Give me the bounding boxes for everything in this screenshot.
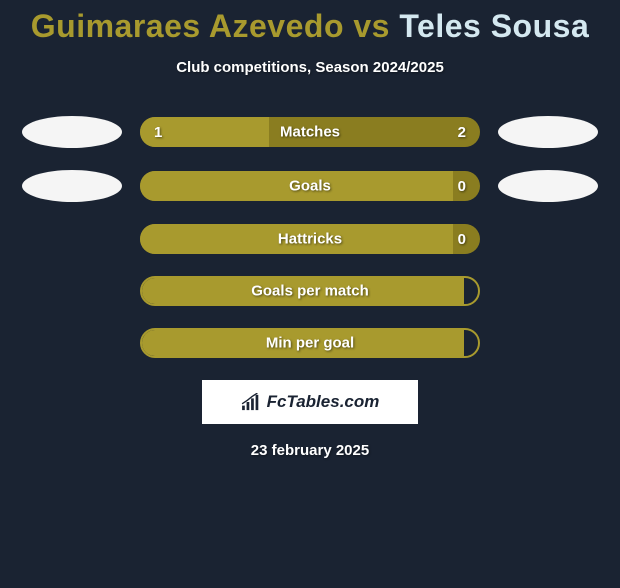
stat-label: Goals xyxy=(289,178,331,195)
player2-name: Teles Sousa xyxy=(399,8,589,44)
stat-row: 0 Hattricks xyxy=(10,224,610,254)
stat-bar: 0 Hattricks xyxy=(140,224,480,254)
stat-label: Matches xyxy=(280,124,340,141)
comparison-title: Guimaraes Azevedo vs Teles Sousa xyxy=(10,8,610,45)
stat-bar: 12Matches xyxy=(140,117,480,147)
stat-bar: 0 Goals xyxy=(140,171,480,201)
stat-left-value: 1 xyxy=(140,117,269,147)
player2-badge xyxy=(498,116,598,148)
stat-right-value xyxy=(464,278,478,304)
logo-box: FcTables.com xyxy=(202,380,418,424)
stat-label: Goals per match xyxy=(251,283,369,300)
player1-badge xyxy=(22,116,122,148)
player1-badge xyxy=(22,170,122,202)
vs-text: vs xyxy=(344,8,399,44)
stat-row: Min per goal xyxy=(10,328,610,358)
stat-label: Hattricks xyxy=(278,231,342,248)
stat-right-value xyxy=(464,330,478,356)
stat-bar: Goals per match xyxy=(140,276,480,306)
player2-badge xyxy=(498,170,598,202)
stat-label: Min per goal xyxy=(266,335,354,352)
chart-icon xyxy=(241,393,263,411)
stat-row: 0 Goals xyxy=(10,170,610,202)
stat-bar: Min per goal xyxy=(140,328,480,358)
stat-row: Goals per match xyxy=(10,276,610,306)
stat-right-value: 0 xyxy=(453,224,480,254)
subtitle: Club competitions, Season 2024/2025 xyxy=(10,59,610,76)
stat-row: 12Matches xyxy=(10,116,610,148)
stat-right-value: 0 xyxy=(453,171,480,201)
date-text: 23 february 2025 xyxy=(10,442,610,459)
logo-text: FcTables.com xyxy=(267,392,380,412)
stats-area: 12Matches 0 Goals 0 Hattricks Goals per match… xyxy=(10,116,610,358)
player1-name: Guimaraes Azevedo xyxy=(31,8,344,44)
